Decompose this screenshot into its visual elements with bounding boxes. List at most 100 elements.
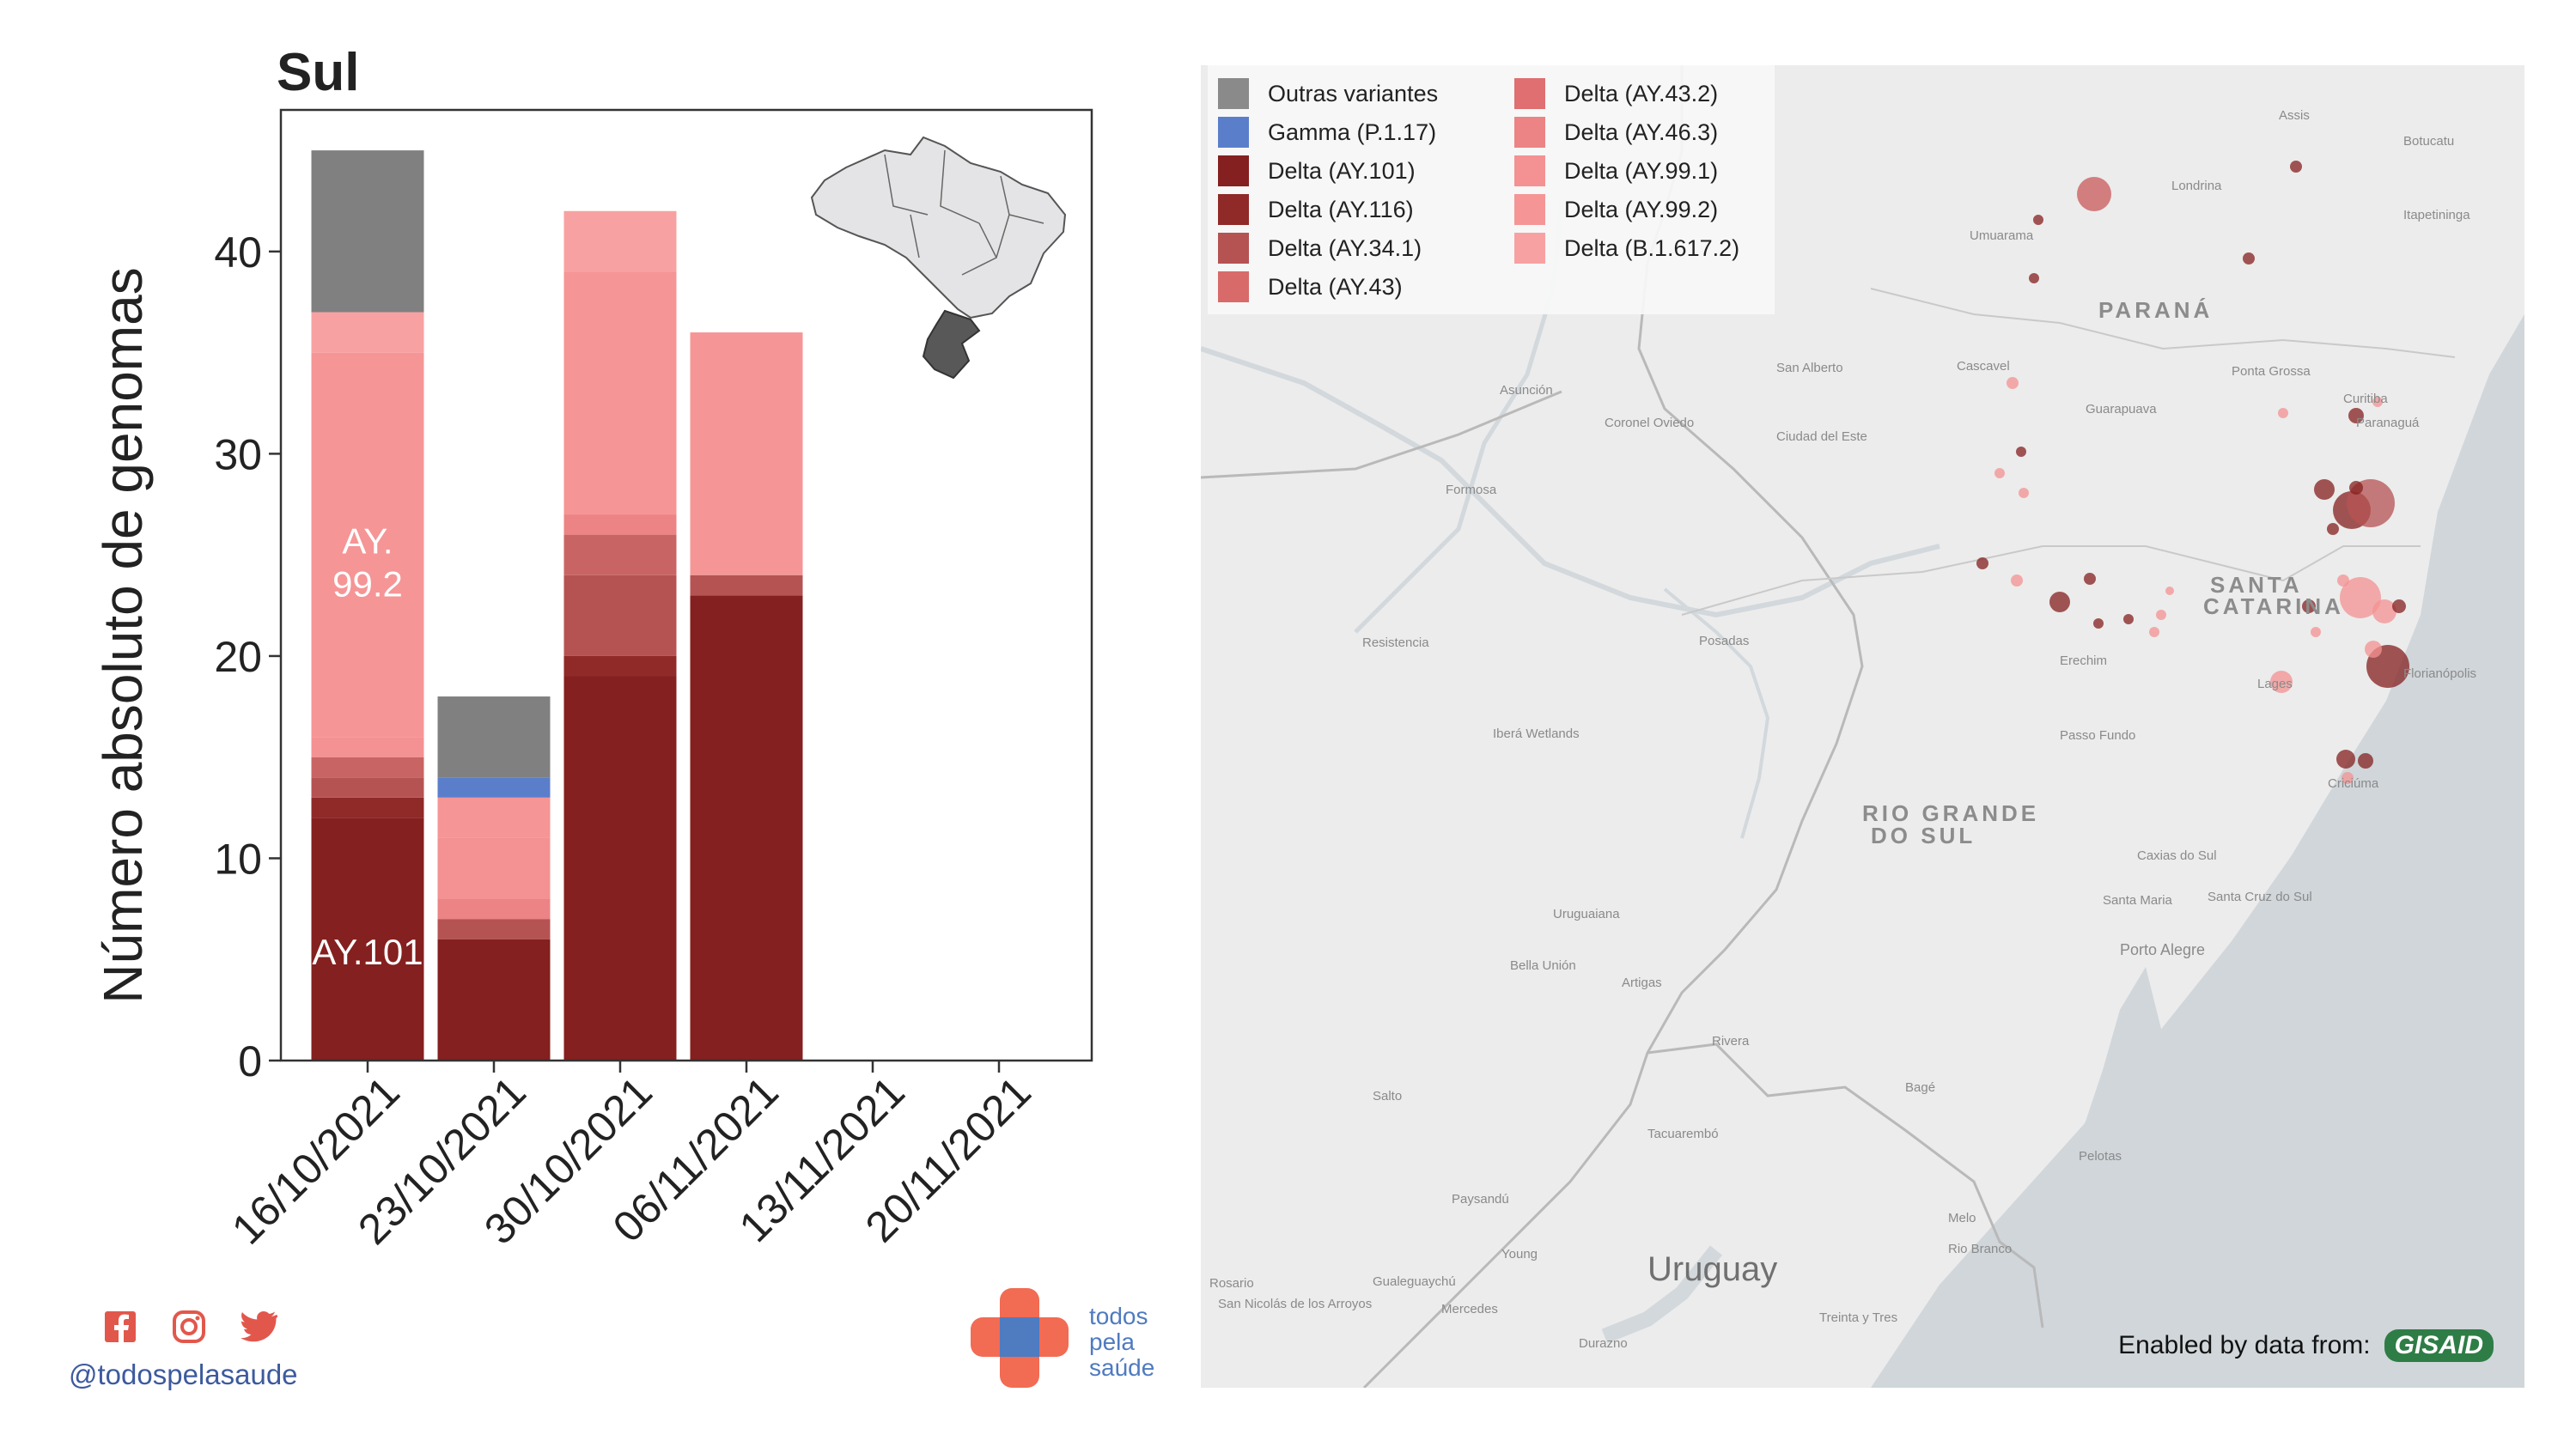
map-city-label: Curitiba — [2343, 392, 2388, 406]
bar-segment — [437, 898, 551, 920]
bar-segment — [311, 737, 424, 757]
map-city-label: Porto Alegre — [2120, 941, 2206, 958]
map-city-label: Erechim — [2060, 654, 2108, 668]
legend-item: Delta (AY.43) — [1218, 270, 1403, 304]
legend-swatch — [1514, 233, 1545, 264]
x-ticks-group: 16/10/202123/10/202130/10/202106/11/2021… — [222, 1061, 1040, 1254]
map-region-label: PARANÁ — [2098, 297, 2214, 323]
map-region-label: DO SUL — [1871, 823, 1976, 848]
legend-swatch — [1218, 233, 1249, 264]
brazil-inset-map-icon — [810, 136, 1067, 380]
bar-segment — [437, 777, 551, 798]
twitter-icon[interactable] — [241, 1310, 278, 1344]
attribution-text: Enabled by data from: — [2118, 1331, 2371, 1359]
social-handle[interactable]: @todospelasaude — [69, 1359, 298, 1390]
bar-segment — [563, 655, 677, 677]
map-city-label: Botucatu — [2403, 134, 2455, 149]
map-panel[interactable]: PARANÁ SANTA CATARINA RIO GRANDE DO SUL Urugu… — [1201, 65, 2524, 1388]
map-city-label: Rio Branco — [1948, 1242, 2013, 1256]
map-region-label: Uruguay — [1647, 1250, 1778, 1288]
social-icons — [103, 1310, 278, 1344]
map-city-label: Tacuarembó — [1647, 1127, 1719, 1141]
legend-swatch — [1218, 155, 1249, 186]
legend-label: Delta (AY.43) — [1268, 273, 1403, 300]
bar-segment — [563, 271, 677, 515]
y-tick-label: 40 — [214, 228, 262, 277]
legend-label: Gamma (P.1.17) — [1268, 119, 1437, 145]
legend-swatch — [1514, 194, 1545, 225]
map-region-label: SANTA — [2210, 572, 2303, 598]
legend-item: Gamma (P.1.17) — [1218, 115, 1436, 149]
bars-group — [311, 150, 803, 1061]
brand-word-1: todos — [1089, 1303, 1148, 1329]
map-city-label: Umuarama — [1970, 228, 2034, 243]
y-tick-label: 30 — [214, 430, 262, 478]
map-city-label: Durazno — [1579, 1336, 1628, 1351]
map-city-label: Treinta y Tres — [1819, 1310, 1898, 1325]
legend-swatch — [1218, 271, 1249, 302]
bar-segment — [690, 332, 803, 575]
map-city-label: Assis — [2279, 108, 2310, 123]
stacked-bar-chart: Sul Número absoluto de genomas AY.99.2AY… — [92, 43, 1093, 1254]
bar-segment — [311, 757, 424, 778]
map-city-label: Melo — [1948, 1211, 1976, 1225]
brand-word-3: saúde — [1089, 1354, 1154, 1381]
y-tick-label: 0 — [238, 1037, 262, 1085]
map-city-label: Uruguaiana — [1553, 907, 1620, 921]
bar-segment — [690, 595, 803, 1061]
legend-swatch — [1514, 78, 1545, 109]
map-city-label: Santa Cruz do Sul — [2208, 890, 2312, 904]
gisaid-logo[interactable]: GISAID — [2384, 1329, 2494, 1362]
legend-label: Delta (AY.101) — [1268, 157, 1416, 184]
legend-item: Delta (AY.99.2) — [1514, 192, 1718, 227]
bar-segment — [563, 210, 677, 272]
map-city-label: Paranaguá — [2356, 416, 2420, 430]
y-tick-label: 10 — [214, 835, 262, 883]
y-tick-label: 20 — [214, 633, 262, 681]
bar-annotation: AY.101 — [312, 932, 423, 972]
legend-item: Delta (AY.99.1) — [1514, 154, 1718, 188]
bar-segment — [311, 818, 424, 1061]
map-city-label: Lages — [2257, 677, 2293, 691]
brand-logo: todos pela saúde — [971, 1288, 1168, 1400]
bar-segment — [311, 777, 424, 798]
map-city-label: Gualeguaychú — [1373, 1274, 1456, 1289]
bar-segment — [311, 352, 424, 738]
map-city-label: Resistencia — [1362, 635, 1429, 650]
bar-segment — [437, 797, 551, 838]
map-city-label: Posadas — [1699, 634, 1750, 648]
bar-segment — [311, 797, 424, 818]
legend-swatch — [1218, 194, 1249, 225]
map-city-label: Londrina — [2171, 179, 2222, 193]
bar-annotation: 99.2 — [332, 563, 403, 604]
map-city-label: Rivera — [1712, 1034, 1750, 1049]
map-city-label: Guarapuava — [2086, 402, 2157, 416]
legend-label: Outras variantes — [1268, 80, 1439, 106]
legend-item: Delta (AY.46.3) — [1514, 115, 1718, 149]
bar-segment — [563, 676, 677, 1061]
legend-label: Delta (AY.99.2) — [1564, 196, 1719, 222]
legend-item: Delta (AY.101) — [1218, 154, 1416, 188]
bar-segment — [437, 837, 551, 899]
attribution: Enabled by data from: GISAID — [2118, 1329, 2494, 1362]
legend: Outras variantes Gamma (P.1.17) Delta (AY.… — [1208, 65, 1775, 314]
bar-segment — [437, 919, 551, 939]
map-city-label: San Alberto — [1776, 361, 1843, 375]
legend-label: Delta (AY.46.3) — [1564, 119, 1719, 145]
bar-segment — [563, 514, 677, 535]
map-city-label: Pelotas — [2079, 1149, 2122, 1164]
map-city-label: Itapetininga — [2403, 208, 2470, 222]
legend-swatch — [1218, 117, 1249, 148]
map-city-label: Artigas — [1622, 976, 1662, 990]
chart-title: Sul — [277, 43, 359, 102]
legend-item: Delta (B.1.617.2) — [1514, 231, 1739, 265]
map-city-label: Asunción — [1500, 383, 1553, 398]
map-city-label: Criciúma — [2328, 776, 2379, 791]
map-city-label: Formosa — [1446, 483, 1497, 497]
y-ticks-group: 0 10 20 30 40 — [214, 228, 281, 1085]
brand-word-2: pela — [1089, 1328, 1135, 1355]
instagram-icon[interactable] — [172, 1310, 206, 1344]
legend-swatch — [1514, 155, 1545, 186]
map-region-label: CATARINA — [2203, 593, 2344, 619]
facebook-icon[interactable] — [103, 1310, 137, 1344]
